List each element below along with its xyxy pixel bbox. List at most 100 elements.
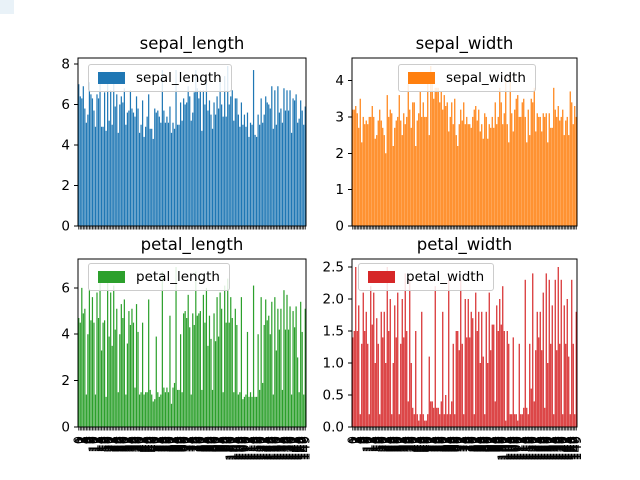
bar bbox=[439, 414, 441, 427]
x-tick-label: 74 bbox=[185, 436, 200, 453]
bar bbox=[364, 331, 366, 427]
bar bbox=[179, 102, 182, 226]
x-tick-label: 58 bbox=[160, 436, 175, 453]
bar bbox=[213, 313, 215, 427]
bar bbox=[427, 80, 429, 226]
x-tick-label: 26 bbox=[385, 436, 400, 453]
bar bbox=[233, 392, 235, 427]
x-tick-label: 90 bbox=[209, 436, 224, 453]
bar bbox=[125, 394, 127, 427]
bar bbox=[284, 110, 287, 226]
bar bbox=[361, 142, 363, 226]
bar bbox=[269, 334, 271, 427]
x-tick-label: 96 bbox=[218, 436, 233, 453]
x-tick-label: 16 bbox=[97, 436, 112, 453]
x-tick-label: 2 bbox=[75, 436, 90, 444]
bar bbox=[425, 420, 427, 427]
bar bbox=[458, 350, 460, 427]
axes-spines bbox=[351, 258, 578, 428]
bar bbox=[87, 114, 89, 226]
bars-petal_length bbox=[78, 267, 306, 427]
x-tick-label: 122 bbox=[529, 436, 544, 461]
bar bbox=[430, 401, 432, 427]
x-tick-label: 66 bbox=[445, 436, 460, 453]
x-tick-label: 131 bbox=[543, 436, 558, 461]
x-tick-label: 0 bbox=[72, 436, 87, 444]
bar bbox=[358, 127, 360, 226]
bar bbox=[132, 322, 135, 427]
bar bbox=[380, 120, 382, 226]
x-tick-label: 107 bbox=[235, 436, 250, 461]
bar bbox=[521, 414, 523, 427]
bar bbox=[518, 343, 520, 427]
bar bbox=[520, 116, 522, 226]
bar bbox=[463, 414, 465, 427]
bar bbox=[560, 279, 562, 427]
y-axis-petal_width: 0.0 0.5 1.0 1.5 2.0 2.5 bbox=[323, 260, 352, 436]
bar bbox=[143, 394, 145, 427]
bar bbox=[457, 146, 459, 226]
bar bbox=[274, 297, 276, 427]
x-tick-label: 143 bbox=[290, 436, 305, 461]
x-tick-label: 140 bbox=[285, 436, 300, 461]
bar bbox=[135, 96, 138, 226]
bar bbox=[367, 343, 369, 427]
bar bbox=[262, 382, 264, 427]
bar bbox=[145, 392, 147, 427]
bar bbox=[442, 311, 444, 427]
bar bbox=[99, 273, 101, 427]
x-tick-label: 50 bbox=[421, 436, 436, 453]
bar bbox=[398, 95, 400, 226]
y-tick-label: 1.5 bbox=[323, 324, 344, 340]
bar bbox=[544, 116, 546, 226]
y-tick-label: 3 bbox=[335, 109, 344, 125]
bar bbox=[93, 322, 95, 427]
bar bbox=[239, 392, 241, 427]
bar bbox=[280, 308, 282, 427]
bar bbox=[422, 102, 424, 226]
bar bbox=[248, 136, 250, 226]
bar bbox=[478, 109, 480, 226]
x-tick-label: 34 bbox=[397, 436, 412, 453]
bar bbox=[289, 306, 291, 427]
bar bbox=[275, 350, 277, 427]
bar bbox=[428, 135, 430, 226]
bar bbox=[245, 394, 247, 427]
bar bbox=[499, 299, 501, 427]
bar bbox=[195, 271, 197, 427]
bar bbox=[556, 350, 558, 427]
x-tick-label: 41 bbox=[408, 436, 423, 453]
bar bbox=[388, 116, 390, 226]
bar bbox=[125, 124, 127, 226]
bar bbox=[248, 396, 250, 427]
legend-label-petal-width: petal_width bbox=[406, 269, 485, 285]
bar bbox=[379, 109, 381, 226]
x-tick-label: 57 bbox=[159, 436, 174, 453]
bar bbox=[252, 285, 255, 427]
x-tick-label: 48 bbox=[418, 436, 433, 453]
bar bbox=[409, 109, 411, 226]
bar bbox=[521, 102, 523, 226]
bar bbox=[439, 102, 441, 226]
bar bbox=[425, 116, 427, 226]
x-tick-label: 62 bbox=[439, 436, 454, 453]
bar bbox=[300, 301, 302, 427]
bar bbox=[356, 331, 358, 427]
bar bbox=[189, 96, 191, 226]
bar bbox=[454, 98, 456, 226]
bar bbox=[108, 120, 110, 226]
bar bbox=[359, 414, 361, 427]
bar bbox=[388, 331, 390, 427]
x-tick-label: 114 bbox=[246, 436, 261, 461]
x-tick-label: 145 bbox=[293, 436, 308, 461]
bar bbox=[193, 92, 195, 226]
bar bbox=[452, 343, 454, 427]
x-tick-label: 73 bbox=[183, 436, 198, 453]
bar bbox=[500, 102, 502, 226]
bar bbox=[240, 297, 243, 427]
bar bbox=[461, 120, 463, 226]
legend-swatch-sepal-length bbox=[98, 72, 125, 84]
bar bbox=[274, 90, 276, 226]
bar bbox=[373, 116, 375, 226]
bar bbox=[538, 116, 540, 226]
